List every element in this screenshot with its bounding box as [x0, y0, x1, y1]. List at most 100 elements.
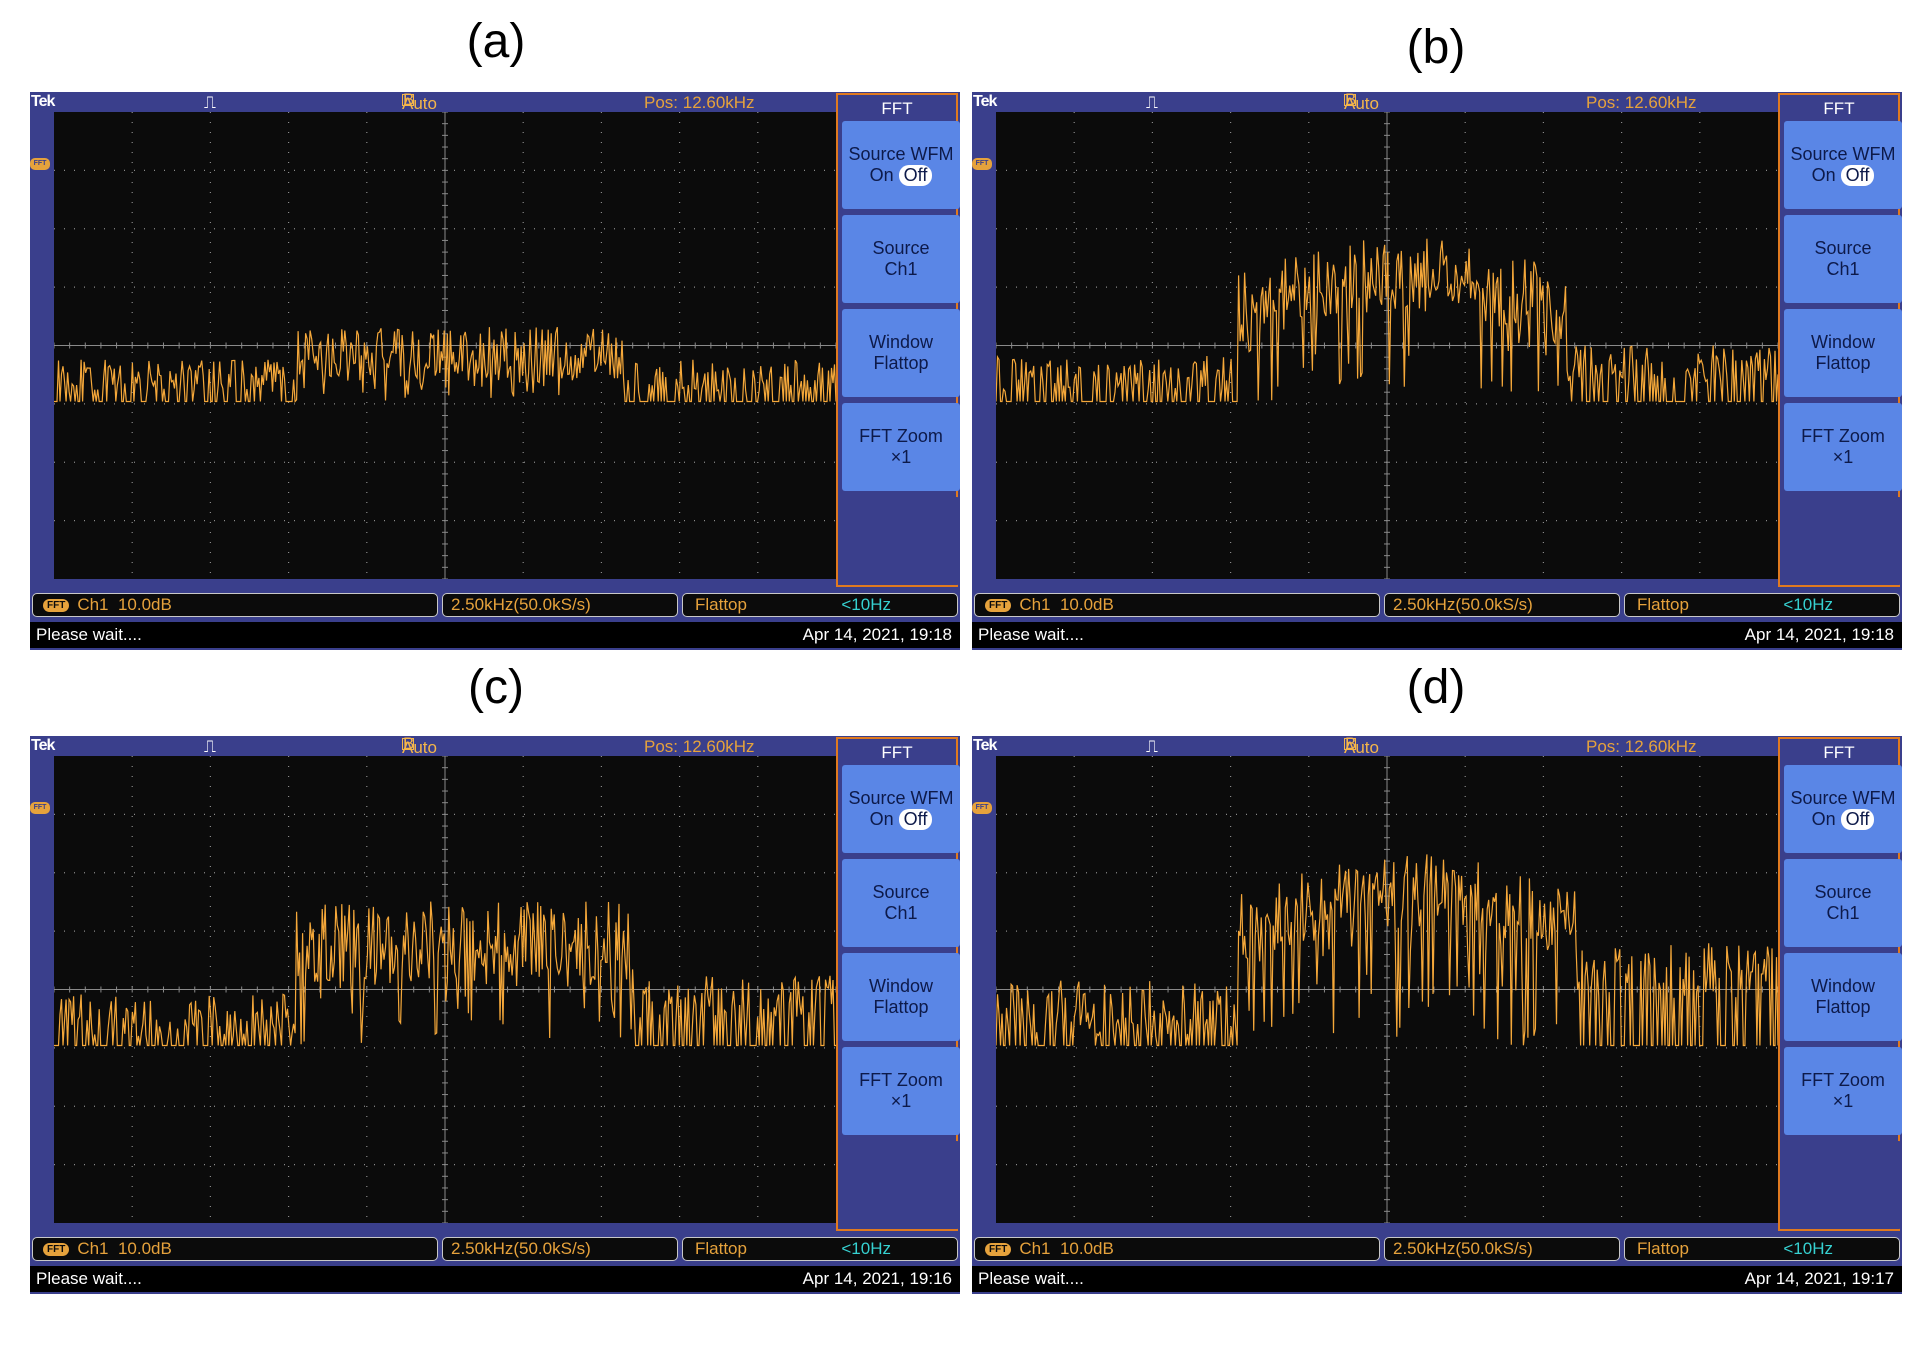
source-wfm-label: Source WFM	[848, 144, 954, 164]
scope-top-bar: Tek ⎍ B Auto Pos: 12.60kHz	[30, 735, 842, 757]
fft-zoom-label: FFT Zoom	[859, 1070, 943, 1090]
window-readout[interactable]: Flattop <10Hz	[1624, 593, 1900, 617]
source-wfm-button[interactable]: Source WFM On Off	[842, 121, 960, 209]
fft-zoom-button[interactable]: FFT Zoom ×1	[1784, 403, 1902, 491]
window-label: Window	[1810, 332, 1876, 352]
fft-side-menu: FFT Source WFM On Off Source Ch1 Window F…	[1778, 93, 1902, 587]
channel-label: Ch1	[77, 595, 109, 614]
source-wfm-button[interactable]: Source WFM On Off	[1784, 121, 1902, 209]
window-value: Flattop	[873, 997, 929, 1017]
fft-plot	[54, 112, 836, 579]
status-bar: FFT Ch1 10.0dB 2.50kHz(50.0kS/s) Flattop <…	[972, 1234, 1902, 1264]
toggle-off-label: Off	[1840, 165, 1875, 186]
source-button[interactable]: Source Ch1	[1784, 215, 1902, 303]
source-wfm-label: Source WFM	[1790, 788, 1896, 808]
panel-label-d: (d)	[1406, 661, 1466, 714]
status-message: Please wait....	[978, 625, 1084, 644]
scale-readout: 10.0dB	[117, 1239, 172, 1258]
toggle-on-label: On	[1811, 809, 1836, 829]
source-wfm-label: Source WFM	[848, 788, 954, 808]
source-label: Source	[1814, 238, 1872, 258]
window-button[interactable]: Window Flattop	[842, 953, 960, 1041]
span-readout[interactable]: 2.50kHz(50.0kS/s)	[442, 593, 678, 617]
source-label: Source	[1814, 882, 1872, 902]
window-value: Flattop	[1815, 353, 1871, 373]
message-bar: Please wait.... Apr 14, 2021, 19:16	[30, 1266, 960, 1292]
toggle-off-label: Off	[898, 809, 933, 830]
source-wfm-toggle[interactable]: On Off	[1784, 165, 1902, 186]
trigger-icon: ⎍	[1146, 93, 1158, 112]
trigger-icon: ⎍	[204, 737, 216, 756]
fft-trace	[54, 327, 836, 403]
timestamp: Apr 14, 2021, 19:16	[802, 1269, 952, 1288]
status-bar: FFT Ch1 10.0dB 2.50kHz(50.0kS/s) Flattop <…	[972, 590, 1902, 620]
fft-zoom-value: ×1	[890, 447, 912, 467]
channel-label: Ch1	[1019, 1239, 1051, 1258]
window-readout[interactable]: Flattop <10Hz	[682, 593, 958, 617]
channel-readout[interactable]: FFT Ch1 10.0dB	[974, 1237, 1380, 1261]
fft-side-menu: FFT Source WFM On Off Source Ch1 Window F…	[836, 737, 960, 1231]
fft-zoom-button[interactable]: FFT Zoom ×1	[1784, 1047, 1902, 1135]
fft-trace	[996, 238, 1778, 403]
message-bar: Please wait.... Apr 14, 2021, 19:18	[30, 622, 960, 648]
fft-zoom-button[interactable]: FFT Zoom ×1	[842, 1047, 960, 1135]
source-button[interactable]: Source Ch1	[842, 215, 960, 303]
source-label: Source	[872, 882, 930, 902]
channel-readout[interactable]: FFT Ch1 10.0dB	[32, 593, 438, 617]
fft-side-menu: FFT Source WFM On Off Source Ch1 Window F…	[1778, 737, 1902, 1231]
toggle-off-label: Off	[1840, 809, 1875, 830]
source-wfm-button[interactable]: Source WFM On Off	[842, 765, 960, 853]
window-readout[interactable]: Flattop <10Hz	[1624, 1237, 1900, 1261]
fft-channel-marker: FFT	[30, 802, 50, 814]
fft-zoom-button[interactable]: FFT Zoom ×1	[842, 403, 960, 491]
source-button[interactable]: Source Ch1	[1784, 859, 1902, 947]
panel-label-b: (b)	[1406, 21, 1466, 74]
waveform-display	[996, 112, 1778, 579]
position-readout: Pos: 12.60kHz	[644, 93, 755, 112]
toggle-on-label: On	[869, 809, 894, 829]
fft-badge: FFT	[985, 599, 1012, 612]
channel-readout[interactable]: FFT Ch1 10.0dB	[32, 1237, 438, 1261]
window-readout-value: Flattop	[1637, 595, 1689, 614]
position-readout: Pos: 12.60kHz	[1586, 93, 1697, 112]
channel-readout[interactable]: FFT Ch1 10.0dB	[974, 593, 1380, 617]
resolution-readout: <10Hz	[1783, 595, 1833, 614]
source-wfm-toggle[interactable]: On Off	[842, 809, 960, 830]
span-readout[interactable]: 2.50kHz(50.0kS/s)	[1384, 593, 1620, 617]
window-value: Flattop	[1815, 997, 1871, 1017]
timestamp: Apr 14, 2021, 19:17	[1744, 1269, 1894, 1288]
span-readout[interactable]: 2.50kHz(50.0kS/s)	[442, 1237, 678, 1261]
window-button[interactable]: Window Flattop	[842, 309, 960, 397]
source-wfm-label: Source WFM	[1790, 144, 1896, 164]
brand-logo: Tek	[31, 737, 55, 754]
fft-plot	[996, 112, 1778, 579]
trigger-mode-label: Auto	[402, 94, 437, 113]
fft-zoom-label: FFT Zoom	[1801, 426, 1885, 446]
scale-readout: 10.0dB	[1059, 1239, 1114, 1258]
window-button[interactable]: Window Flattop	[1784, 309, 1902, 397]
window-button[interactable]: Window Flattop	[1784, 953, 1902, 1041]
oscilloscope-panel-c: Tek ⎍ B Auto Pos: 12.60kHz FFT FFT Source…	[30, 735, 960, 1294]
fft-plot	[996, 756, 1778, 1223]
span-value: 2.50kHz(50.0kS/s)	[451, 595, 591, 614]
menu-title: FFT	[881, 743, 913, 762]
window-label: Window	[868, 332, 934, 352]
source-button[interactable]: Source Ch1	[842, 859, 960, 947]
menu-title: FFT	[1823, 743, 1855, 762]
timestamp: Apr 14, 2021, 19:18	[1744, 625, 1894, 644]
window-readout[interactable]: Flattop <10Hz	[682, 1237, 958, 1261]
empty-menu-slot	[842, 1141, 960, 1229]
source-wfm-button[interactable]: Source WFM On Off	[1784, 765, 1902, 853]
message-bar: Please wait.... Apr 14, 2021, 19:18	[972, 622, 1902, 648]
span-readout[interactable]: 2.50kHz(50.0kS/s)	[1384, 1237, 1620, 1261]
fft-badge: FFT	[43, 1243, 70, 1256]
fft-plot	[54, 756, 836, 1223]
fft-zoom-value: ×1	[1832, 1091, 1854, 1111]
window-label: Window	[1810, 976, 1876, 996]
source-wfm-toggle[interactable]: On Off	[842, 165, 960, 186]
trigger-icon: ⎍	[204, 93, 216, 112]
status-message: Please wait....	[978, 1269, 1084, 1288]
fft-badge: FFT	[985, 1243, 1012, 1256]
source-value: Ch1	[1826, 259, 1860, 279]
source-wfm-toggle[interactable]: On Off	[1784, 809, 1902, 830]
